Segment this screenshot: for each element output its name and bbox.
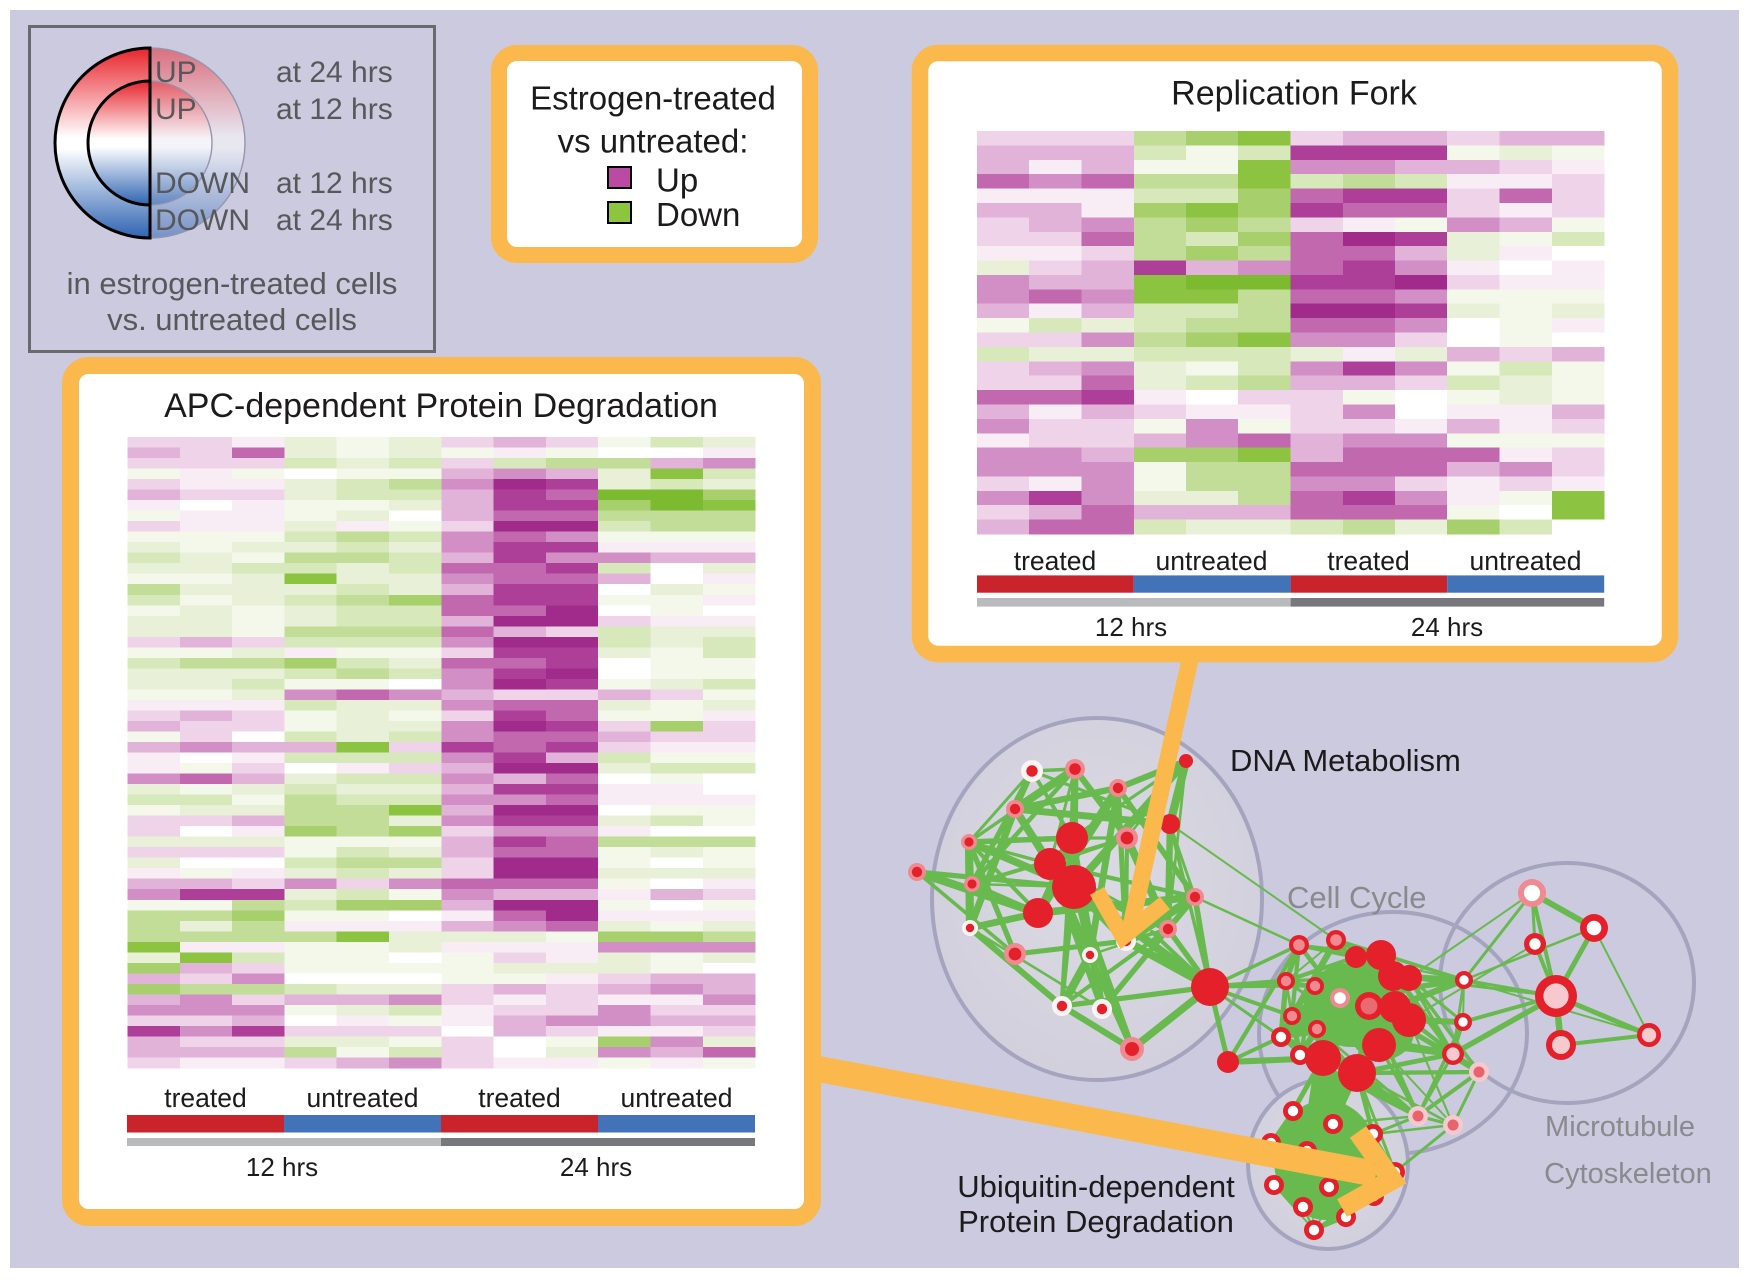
svg-text:24 hrs: 24 hrs <box>1411 612 1483 642</box>
svg-text:12 hrs: 12 hrs <box>246 1152 318 1182</box>
svg-text:at 12 hrs: at 12 hrs <box>276 167 393 200</box>
svg-text:Cytoskeleton: Cytoskeleton <box>1544 1158 1712 1190</box>
svg-text:treated: treated <box>164 1083 247 1113</box>
svg-text:Up: Up <box>656 162 698 199</box>
svg-text:treated: treated <box>1327 546 1410 576</box>
svg-text:vs. untreated cells: vs. untreated cells <box>107 302 357 337</box>
svg-text:vs untreated:: vs untreated: <box>558 123 749 160</box>
svg-text:DOWN: DOWN <box>155 167 250 200</box>
svg-text:treated: treated <box>1014 546 1097 576</box>
svg-text:APC-dependent Protein Degradat: APC-dependent Protein Degradation <box>164 387 718 425</box>
svg-text:treated: treated <box>478 1083 561 1113</box>
svg-text:at 24 hrs: at 24 hrs <box>276 56 393 89</box>
svg-text:UP: UP <box>155 93 197 126</box>
svg-text:UP: UP <box>155 56 197 89</box>
svg-text:untreated: untreated <box>621 1083 733 1113</box>
svg-text:24 hrs: 24 hrs <box>560 1152 632 1182</box>
svg-text:at 12 hrs: at 12 hrs <box>276 93 393 126</box>
svg-text:untreated: untreated <box>1156 546 1268 576</box>
svg-text:DOWN: DOWN <box>155 204 250 237</box>
svg-text:Ubiquitin-dependent: Ubiquitin-dependent <box>957 1169 1235 1204</box>
svg-text:at 24 hrs: at 24 hrs <box>276 204 393 237</box>
svg-text:12 hrs: 12 hrs <box>1095 612 1167 642</box>
svg-text:Protein Degradation: Protein Degradation <box>958 1204 1234 1239</box>
svg-text:DNA Metabolism: DNA Metabolism <box>1230 743 1461 778</box>
svg-text:in estrogen-treated cells: in estrogen-treated cells <box>67 266 398 301</box>
svg-text:untreated: untreated <box>307 1083 419 1113</box>
svg-text:Estrogen-treated: Estrogen-treated <box>530 80 776 117</box>
svg-text:Down: Down <box>656 196 740 233</box>
svg-text:untreated: untreated <box>1470 546 1582 576</box>
svg-text:Replication Fork: Replication Fork <box>1171 75 1418 113</box>
svg-text:Cell Cycle: Cell Cycle <box>1287 880 1427 915</box>
svg-text:Microtubule: Microtubule <box>1545 1111 1695 1143</box>
